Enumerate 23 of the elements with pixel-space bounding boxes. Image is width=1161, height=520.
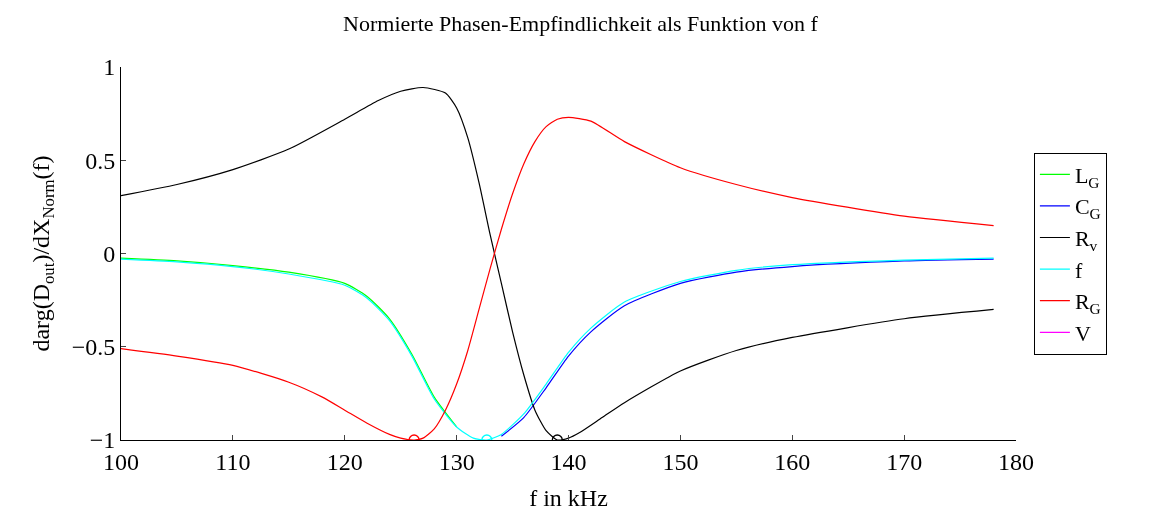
- x-tick-label: 170: [886, 448, 923, 475]
- x-tick-label: 140: [550, 448, 587, 475]
- legend-label: R$_{G}$: [1074, 289, 1101, 317]
- y-tick-label: 0: [103, 240, 116, 267]
- legend-label: V: [1074, 320, 1091, 346]
- x-tick-label: 160: [774, 448, 811, 475]
- legend-label: f: [1074, 257, 1083, 283]
- line-series: [121, 257, 458, 428]
- x-axis-title: f in kHz: [529, 485, 608, 512]
- legend-label: C$_{G}$: [1074, 194, 1101, 223]
- x-tick-label: 150: [662, 448, 699, 475]
- line-series: [500, 258, 995, 437]
- x-tick-label: 130: [438, 448, 475, 475]
- x-tick-label: 110: [215, 448, 251, 475]
- legend-label: L$_{G}$: [1074, 162, 1100, 191]
- legend-label: R$_{v}$: [1074, 226, 1098, 254]
- y-tick-label: −0.5: [71, 334, 116, 361]
- x-tick-label: 180: [998, 448, 1034, 475]
- x-tick-label: 120: [326, 448, 363, 475]
- y-tick-label: 0.5: [85, 147, 116, 174]
- line-series: [121, 257, 995, 440]
- chart-title: Normierte Phasen-Empfindlichkeit als Funktion von f: [343, 11, 819, 36]
- y-tick-label: 1: [103, 54, 116, 81]
